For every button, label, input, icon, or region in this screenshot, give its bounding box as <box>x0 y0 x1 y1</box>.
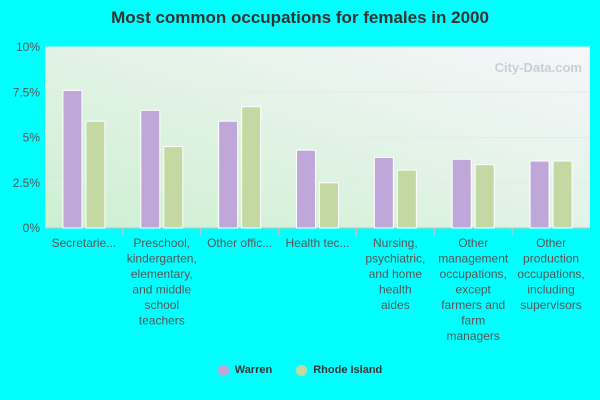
y-tick-label: 5% <box>23 131 41 145</box>
legend: Warren Rhode Island <box>0 364 600 376</box>
bar-rhode-island <box>163 146 184 229</box>
bar-warren <box>529 160 550 229</box>
bar-warren <box>218 120 239 229</box>
x-tick-label: Other production occupations, including supe… <box>517 236 584 312</box>
bar-warren <box>451 158 472 229</box>
x-tick-label: Health tec... <box>285 236 349 250</box>
legend-item-rhode-island[interactable]: Rhode Island <box>296 364 382 376</box>
bar-rhode-island <box>85 120 106 229</box>
bar-warren <box>296 149 316 229</box>
legend-item-warren[interactable]: Warren <box>217 364 273 376</box>
legend-label-warren: Warren <box>234 364 273 376</box>
bar-rhode-island <box>241 106 262 229</box>
watermark: City-Data.com <box>495 60 582 75</box>
y-tick-label: 0% <box>23 221 41 235</box>
y-tick-label: 2.5% <box>13 176 41 190</box>
bar-warren <box>140 109 161 229</box>
bar-rhode-island <box>474 164 495 229</box>
x-tick-label: Preschool, kindergarten, elementary, and mi… <box>127 236 197 328</box>
x-tick-label: Nursing, psychiatric, and home health aides <box>365 236 425 312</box>
bar-warren <box>62 89 83 229</box>
legend-swatch-warren <box>217 364 229 376</box>
chart-title: Most common occupations for females in 2… <box>111 8 489 27</box>
legend-label-rhode-island: Rhode Island <box>313 364 383 376</box>
bar-rhode-island <box>396 169 417 229</box>
x-tick-label: Secretarie... <box>52 236 117 250</box>
x-tick-label: Other management occupations, except farmers… <box>438 236 509 343</box>
x-tick-label: Other offic... <box>207 236 272 250</box>
bar-rhode-island <box>319 182 339 229</box>
legend-swatch-rhode-island <box>296 364 308 376</box>
y-tick-label: 7.5% <box>13 85 41 99</box>
bar-warren <box>373 156 394 229</box>
bar-rhode-island <box>552 160 573 229</box>
y-tick-label: 10% <box>16 40 40 54</box>
